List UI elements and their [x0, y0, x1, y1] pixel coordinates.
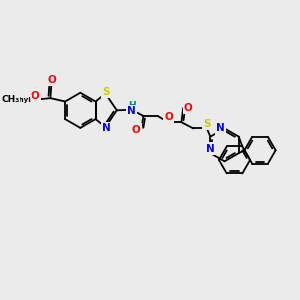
Text: S: S: [203, 119, 211, 129]
Text: N: N: [206, 144, 215, 154]
Text: N: N: [102, 124, 110, 134]
Text: O: O: [184, 103, 193, 113]
Text: N: N: [216, 124, 225, 134]
Text: O: O: [48, 75, 56, 85]
Text: O: O: [132, 124, 140, 135]
Text: methyl: methyl: [4, 97, 32, 103]
Text: H: H: [128, 101, 136, 110]
Text: O: O: [31, 91, 40, 101]
Text: S: S: [102, 87, 110, 97]
Text: O: O: [164, 112, 173, 122]
Text: CH₃: CH₃: [2, 95, 20, 104]
Text: N: N: [128, 106, 136, 116]
